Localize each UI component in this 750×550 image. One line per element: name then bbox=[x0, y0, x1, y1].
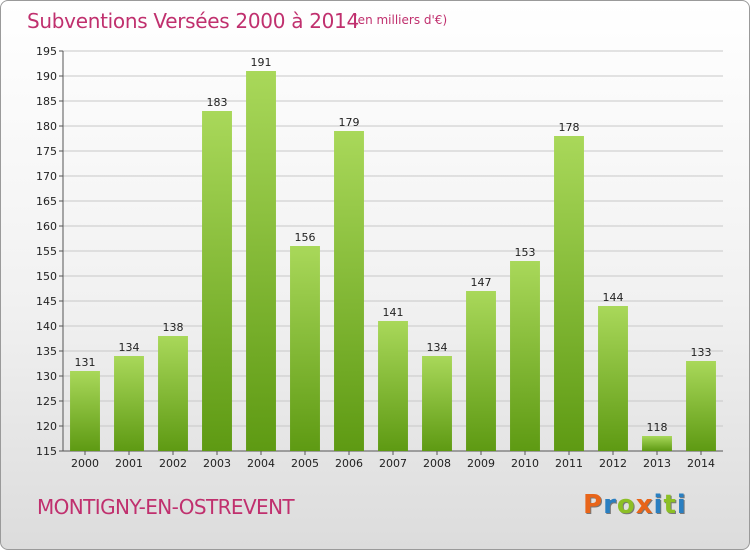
bar bbox=[510, 261, 540, 451]
x-tick-label: 2012 bbox=[599, 457, 627, 470]
y-tick-label: 140 bbox=[36, 320, 57, 333]
y-tick-label: 130 bbox=[36, 370, 57, 383]
bar bbox=[70, 371, 100, 451]
bar-value-label: 178 bbox=[559, 121, 580, 134]
bar bbox=[466, 291, 496, 451]
x-tick-label: 2014 bbox=[687, 457, 715, 470]
x-tick-label: 2005 bbox=[291, 457, 319, 470]
logo-letter: P bbox=[583, 490, 604, 520]
logo-letter: i bbox=[653, 490, 664, 520]
bar-value-label: 138 bbox=[163, 321, 184, 334]
y-tick-label: 125 bbox=[36, 395, 57, 408]
logo-letter: t bbox=[663, 490, 677, 520]
commune-name: MONTIGNY-EN-OSTREVENT bbox=[37, 495, 295, 519]
x-tick-label: 2001 bbox=[115, 457, 143, 470]
bar bbox=[378, 321, 408, 451]
y-tick-label: 185 bbox=[36, 95, 57, 108]
x-tick-label: 2007 bbox=[379, 457, 407, 470]
bar bbox=[290, 246, 320, 451]
bar bbox=[422, 356, 452, 451]
logo-letter: x bbox=[635, 490, 654, 520]
y-tick-label: 180 bbox=[36, 120, 57, 133]
bar-value-label: 133 bbox=[691, 346, 712, 359]
bar-value-label: 147 bbox=[471, 276, 492, 289]
bar bbox=[334, 131, 364, 451]
y-tick-label: 150 bbox=[36, 270, 57, 283]
y-tick-label: 175 bbox=[36, 145, 57, 158]
y-tick-label: 155 bbox=[36, 245, 57, 258]
bar bbox=[158, 336, 188, 451]
x-tick-label: 2008 bbox=[423, 457, 451, 470]
x-tick-label: 2006 bbox=[335, 457, 363, 470]
x-tick-label: 2003 bbox=[203, 457, 231, 470]
bar-value-label: 134 bbox=[119, 341, 140, 354]
y-tick-label: 160 bbox=[36, 220, 57, 233]
bar bbox=[686, 361, 716, 451]
x-tick-label: 2011 bbox=[555, 457, 583, 470]
logo-letter: o bbox=[616, 490, 636, 520]
y-tick-label: 120 bbox=[36, 420, 57, 433]
x-tick-label: 2002 bbox=[159, 457, 187, 470]
y-tick-label: 145 bbox=[36, 295, 57, 308]
x-tick-label: 2013 bbox=[643, 457, 671, 470]
bar-value-label: 141 bbox=[383, 306, 404, 319]
bar-value-label: 179 bbox=[339, 116, 360, 129]
bar-value-label: 134 bbox=[427, 341, 448, 354]
chart-title: Subventions Versées 2000 à 2014 bbox=[27, 9, 359, 33]
bar bbox=[554, 136, 584, 451]
x-tick-label: 2004 bbox=[247, 457, 275, 470]
bar bbox=[202, 111, 232, 451]
bar-value-label: 118 bbox=[647, 421, 668, 434]
bars bbox=[70, 71, 716, 451]
proxiti-logo[interactable]: Proxiti bbox=[583, 490, 687, 520]
data-labels: 131 134 138 183 191 156 179 141 134 147 153 178 144 1… bbox=[75, 56, 712, 434]
y-tick-label: 170 bbox=[36, 170, 57, 183]
chart-subtitle: (en milliers d'€) bbox=[353, 13, 448, 27]
y-tick-label: 135 bbox=[36, 345, 57, 358]
logo-letter: r bbox=[603, 490, 617, 520]
x-tick-label: 2010 bbox=[511, 457, 539, 470]
bar-value-label: 144 bbox=[603, 291, 624, 304]
y-tick-label: 195 bbox=[36, 45, 57, 58]
bar bbox=[598, 306, 628, 451]
logo-letter: i bbox=[676, 490, 687, 520]
bar bbox=[246, 71, 276, 451]
x-tick-label: 2009 bbox=[467, 457, 495, 470]
bar bbox=[642, 436, 672, 451]
bar-value-label: 153 bbox=[515, 246, 536, 259]
bar-value-label: 131 bbox=[75, 356, 96, 369]
bar bbox=[114, 356, 144, 451]
y-tick-label: 165 bbox=[36, 195, 57, 208]
bar-value-label: 156 bbox=[295, 231, 316, 244]
bar-value-label: 183 bbox=[207, 96, 228, 109]
y-tick-label: 115 bbox=[36, 445, 57, 458]
bar-value-label: 191 bbox=[251, 56, 272, 69]
y-tick-label: 190 bbox=[36, 70, 57, 83]
x-tick-label: 2000 bbox=[71, 457, 99, 470]
